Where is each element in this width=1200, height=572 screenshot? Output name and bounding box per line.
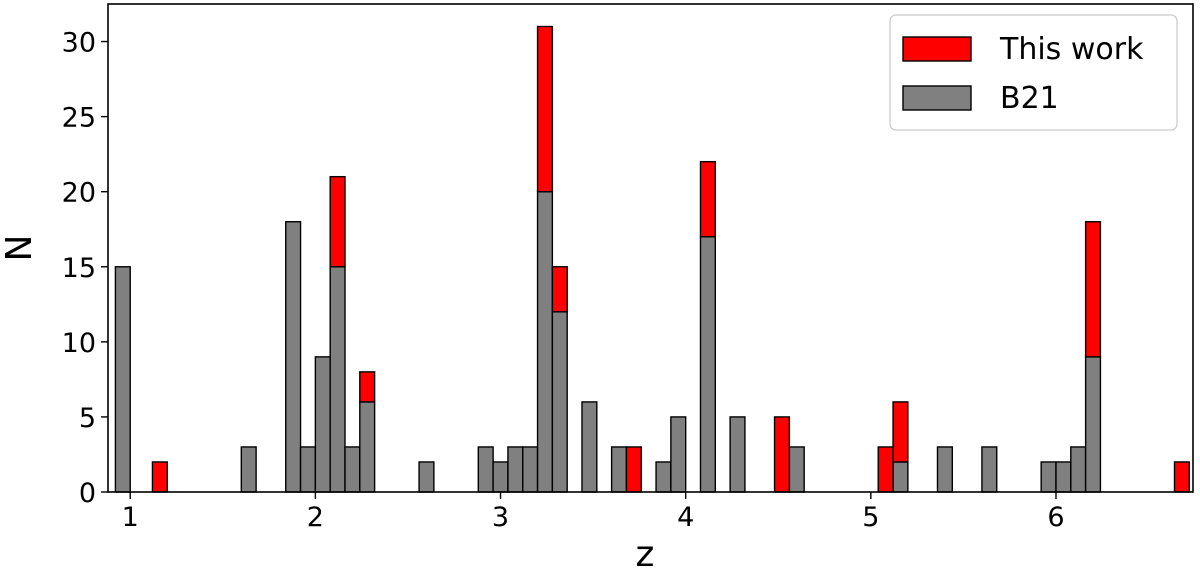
x-tick-label: 3	[492, 502, 509, 533]
y-axis-label: N	[0, 235, 40, 262]
y-tick-label: 25	[62, 103, 96, 134]
this-work-bar	[1173, 461, 1190, 493]
b21-bar	[581, 401, 598, 493]
this-work-bar	[329, 175, 346, 268]
b21-bar	[551, 311, 568, 493]
y-tick-label: 0	[79, 478, 96, 509]
legend: This work B21	[889, 14, 1178, 131]
x-tick-label: 5	[862, 502, 879, 533]
plot-frame	[107, 3, 1194, 493]
this-work-bar	[359, 371, 376, 403]
x-axis-label: z	[636, 534, 655, 572]
b21-bar	[1084, 356, 1102, 493]
b21-bars	[114, 190, 1102, 493]
this-work-bar	[773, 416, 791, 493]
b21-bar	[1055, 461, 1072, 493]
b21-bar	[981, 446, 998, 493]
x-tick-label: 2	[307, 502, 324, 533]
b21-bar	[729, 416, 746, 493]
b21-bar	[610, 446, 628, 493]
this-work-bar	[699, 160, 717, 238]
b21-bar	[240, 446, 257, 493]
y-tick-label: 15	[62, 253, 96, 284]
x-axis-ticks: 1 2 3 4 5 6	[122, 492, 1065, 533]
this-work-bar	[151, 461, 168, 493]
this-work-bar	[1084, 221, 1102, 358]
b21-bar	[492, 461, 509, 493]
legend-swatch-b21	[902, 85, 972, 111]
b21-bar	[299, 446, 317, 493]
b21-bar	[655, 461, 672, 493]
b21-bar	[329, 266, 346, 493]
legend-label-b21: B21	[1000, 81, 1059, 116]
x-tick-label: 1	[122, 502, 139, 533]
legend-label-this-work: This work	[999, 32, 1144, 67]
b21-bar	[507, 446, 524, 493]
b21-bar	[892, 461, 909, 493]
b21-bar	[522, 446, 539, 493]
b21-bar	[344, 446, 361, 493]
y-tick-label: 20	[62, 178, 96, 209]
this-work-bars	[151, 25, 1190, 493]
b21-bar	[285, 221, 302, 493]
y-tick-label: 10	[62, 328, 96, 359]
this-work-bar	[877, 446, 894, 493]
this-work-bar	[536, 25, 554, 193]
b21-bar	[359, 401, 376, 493]
b21-bar	[536, 190, 554, 493]
y-axis-ticks: 0 5 10 15 20 25 30	[62, 28, 108, 509]
x-tick-label: 6	[1047, 502, 1064, 533]
b21-bar	[1040, 461, 1057, 493]
legend-swatch-this-work	[902, 36, 972, 62]
b21-bar	[477, 446, 494, 493]
b21-bar	[699, 236, 717, 493]
y-tick-label: 30	[62, 28, 96, 59]
this-work-bar	[892, 401, 909, 463]
x-tick-label: 4	[677, 502, 694, 533]
y-tick-label: 5	[79, 403, 96, 434]
this-work-bar	[625, 446, 642, 493]
b21-bar	[418, 461, 435, 493]
b21-bar	[114, 266, 131, 493]
b21-bar	[788, 446, 805, 493]
this-work-bar	[551, 266, 568, 313]
b21-bar	[314, 356, 331, 493]
b21-bar	[1070, 446, 1087, 493]
b21-bar	[936, 446, 954, 493]
b21-bar	[670, 416, 687, 493]
